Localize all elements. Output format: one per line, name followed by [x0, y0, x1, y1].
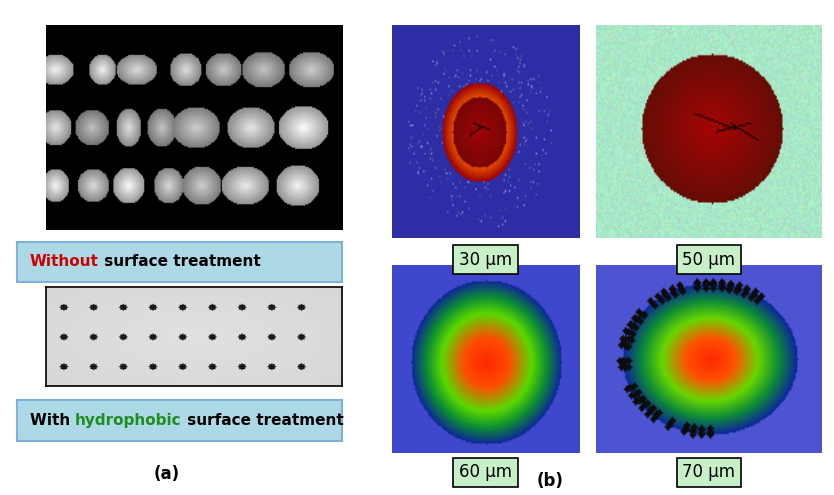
Text: With: With	[30, 413, 75, 428]
Text: 70 μm: 70 μm	[682, 463, 736, 481]
Text: surface treatment: surface treatment	[98, 254, 260, 269]
Text: surface treatment: surface treatment	[182, 413, 344, 428]
Text: hydrophobic: hydrophobic	[75, 413, 182, 428]
Text: Without: Without	[30, 254, 98, 269]
Text: 30 μm: 30 μm	[460, 250, 512, 268]
Text: (b): (b)	[537, 472, 564, 490]
Text: (a): (a)	[153, 465, 180, 483]
Text: 60 μm: 60 μm	[460, 463, 512, 481]
Text: 50 μm: 50 μm	[682, 250, 736, 268]
